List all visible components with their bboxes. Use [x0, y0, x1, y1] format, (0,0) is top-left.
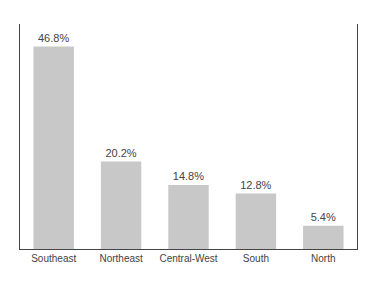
svg-text:20.2%: 20.2%	[105, 147, 136, 159]
svg-text:Central-West: Central-West	[159, 253, 217, 264]
svg-text:South: South	[243, 253, 269, 264]
svg-text:12.8%: 12.8%	[240, 179, 271, 191]
svg-text:North: North	[311, 253, 335, 264]
svg-text:14.8%: 14.8%	[173, 170, 204, 182]
svg-text:5.4%: 5.4%	[311, 211, 336, 223]
svg-text:46.8%: 46.8%	[38, 32, 69, 44]
svg-text:Northeast: Northeast	[99, 253, 143, 264]
svg-text:Southeast: Southeast	[31, 253, 76, 264]
